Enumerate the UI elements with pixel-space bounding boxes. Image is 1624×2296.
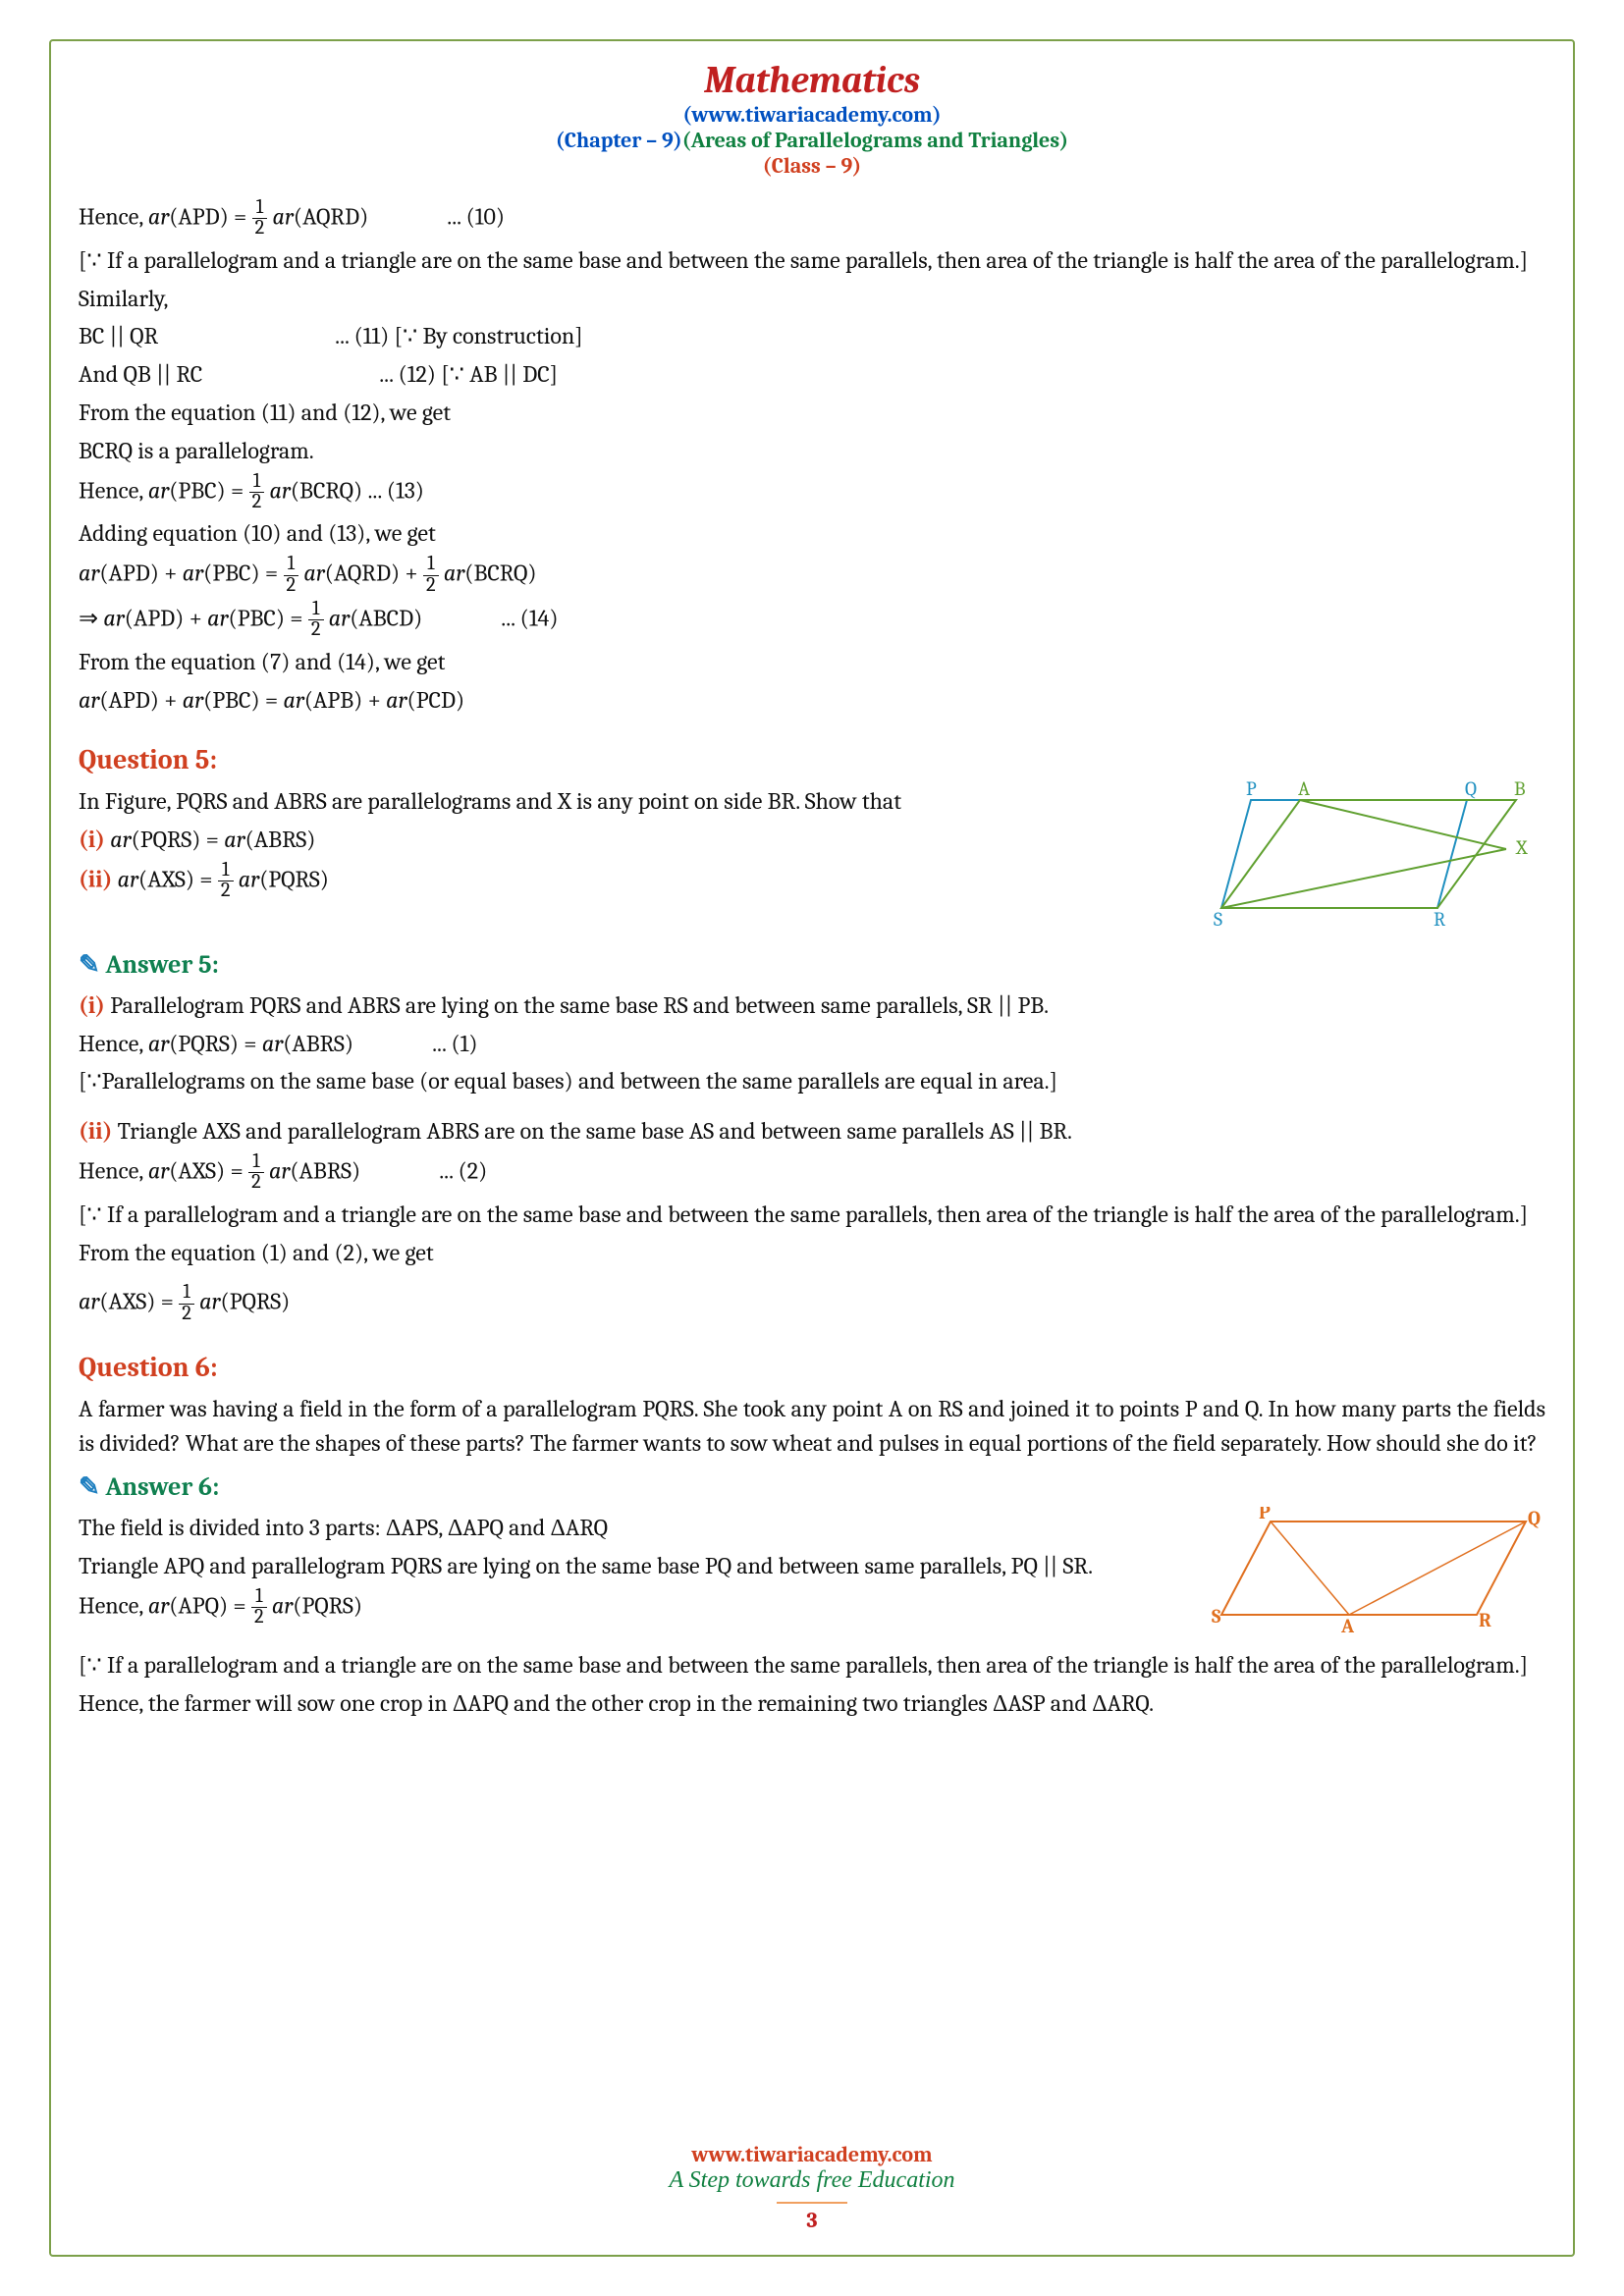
line: Hence, ar(PBC) = 12 ar(BCRQ) ... (13) bbox=[79, 472, 1545, 513]
line: BCRQ is a parallelogram. bbox=[79, 434, 1545, 468]
svg-text:Q: Q bbox=[1528, 1507, 1541, 1529]
line: And QB || RC... (12) [∵ AB || DC] bbox=[79, 357, 1545, 392]
header: Mathematics (www.tiwariacademy.com) (Cha… bbox=[79, 59, 1545, 179]
line: Hence, ar(AXS) = 12 ar(ABRS)... (2) bbox=[79, 1152, 1545, 1194]
line: [∵ If a parallelogram and a triangle are… bbox=[79, 1648, 1545, 1682]
answer-5-heading: Answer 5: bbox=[79, 947, 1545, 985]
svg-text:S: S bbox=[1214, 908, 1222, 928]
question-6-heading: Question 6: bbox=[79, 1348, 1545, 1388]
svg-text:X: X bbox=[1515, 836, 1528, 859]
answer-6-heading: Answer 6: bbox=[79, 1469, 1545, 1507]
doc-title: Mathematics bbox=[79, 59, 1545, 102]
svg-text:R: R bbox=[1434, 908, 1446, 928]
figure-q6: P Q S A R bbox=[1212, 1507, 1545, 1634]
footer-url: www.tiwariacademy.com bbox=[0, 2142, 1624, 2167]
svg-text:S: S bbox=[1212, 1605, 1221, 1628]
footer: www.tiwariacademy.com A Step towards fre… bbox=[0, 2142, 1624, 2237]
svg-text:Q: Q bbox=[1465, 780, 1477, 800]
line: Adding equation (10) and (13), we get bbox=[79, 516, 1545, 551]
line: From the equation (11) and (12), we get bbox=[79, 396, 1545, 430]
line: Hence, ar(APD) = 12 ar(AQRD)... (10) bbox=[79, 198, 1545, 240]
line: ar(AXS) = 12 ar(PQRS) bbox=[79, 1283, 1545, 1324]
header-url: (www.tiwariacademy.com) bbox=[79, 102, 1545, 128]
line: (ii) Triangle AXS and parallelogram ABRS… bbox=[79, 1114, 1545, 1148]
page-number: 3 bbox=[777, 2202, 846, 2237]
line: Similarly, bbox=[79, 282, 1545, 316]
svg-text:P: P bbox=[1259, 1507, 1271, 1523]
line: ⇒ ar(APD) + ar(PBC) = 12 ar(ABCD)... (14… bbox=[79, 600, 1545, 641]
line: From the equation (7) and (14), we get bbox=[79, 645, 1545, 679]
svg-text:A: A bbox=[1340, 1615, 1355, 1634]
footer-tagline: A Step towards free Education bbox=[0, 2167, 1624, 2194]
line: ar(APD) + ar(PBC) = ar(APB) + ar(PCD) bbox=[79, 683, 1545, 718]
svg-text:B: B bbox=[1514, 780, 1526, 800]
question-5-heading: Question 5: bbox=[79, 740, 1545, 780]
chapter-line: (Chapter – 9)(Areas of Parallelograms an… bbox=[79, 128, 1545, 153]
line: [∵Parallelograms on the same base (or eq… bbox=[79, 1064, 1545, 1098]
line: [∵ If a parallelogram and a triangle are… bbox=[79, 1198, 1545, 1232]
svg-text:P: P bbox=[1246, 780, 1257, 800]
page: TIWARI Mathematics (www.tiwariacademy.co… bbox=[0, 0, 1624, 2296]
line: From the equation (1) and (2), we get bbox=[79, 1236, 1545, 1270]
content: Hence, ar(APD) = 12 ar(AQRD)... (10) [∵ … bbox=[79, 198, 1545, 1721]
line: [∵ If a parallelogram and a triangle are… bbox=[79, 243, 1545, 278]
figure-q5: P A Q B X S R bbox=[1212, 780, 1545, 928]
svg-text:R: R bbox=[1479, 1609, 1491, 1631]
svg-text:A: A bbox=[1298, 780, 1310, 800]
line: BC || QR... (11) [∵ By construction] bbox=[79, 319, 1545, 353]
class-line: (Class – 9) bbox=[79, 153, 1545, 179]
line: ar(APD) + ar(PBC) = 12 ar(AQRD) + 12 ar(… bbox=[79, 555, 1545, 596]
q6-text: A farmer was having a field in the form … bbox=[79, 1392, 1545, 1461]
line: Hence, ar(PQRS) = ar(ABRS)... (1) bbox=[79, 1027, 1545, 1061]
line: Hence, the farmer will sow one crop in Δ… bbox=[79, 1686, 1545, 1721]
line: (i) Parallelogram PQRS and ABRS are lyin… bbox=[79, 988, 1545, 1023]
